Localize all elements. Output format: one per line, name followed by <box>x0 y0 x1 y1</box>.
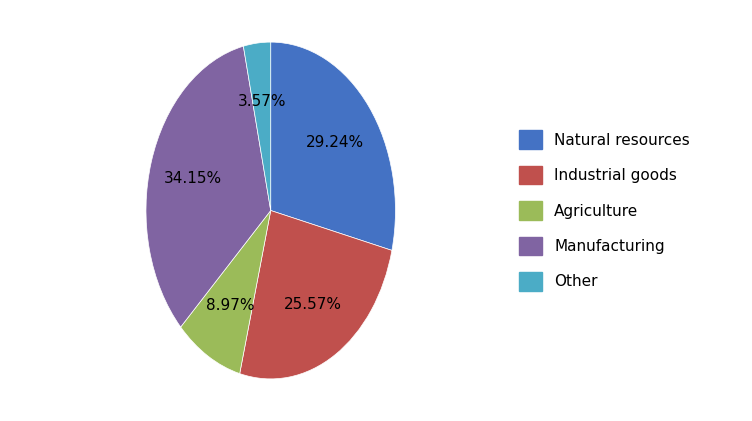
Wedge shape <box>146 46 271 327</box>
Text: 8.97%: 8.97% <box>205 298 254 312</box>
Legend: Natural resources, Industrial goods, Agriculture, Manufacturing, Other: Natural resources, Industrial goods, Agr… <box>519 130 690 291</box>
Wedge shape <box>240 210 392 379</box>
Text: 29.24%: 29.24% <box>305 136 363 150</box>
Wedge shape <box>244 42 271 210</box>
Text: 3.57%: 3.57% <box>238 94 286 109</box>
Text: 34.15%: 34.15% <box>164 171 222 187</box>
Wedge shape <box>271 42 396 250</box>
Text: 25.57%: 25.57% <box>284 297 341 312</box>
Wedge shape <box>180 210 271 373</box>
